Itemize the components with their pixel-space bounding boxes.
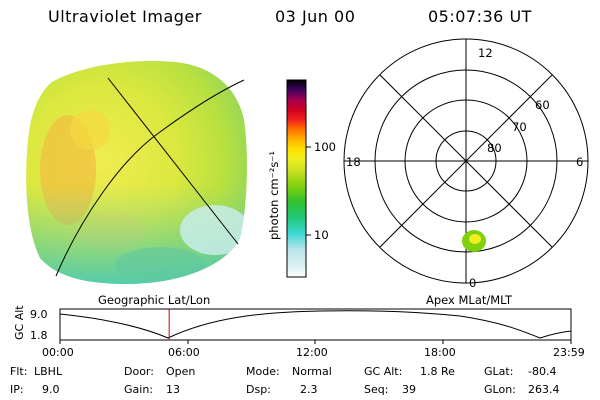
seq-value: 39 xyxy=(402,383,416,396)
timeline-x-tick-label: 12:00 xyxy=(296,346,328,359)
dsp-value: 2.3 xyxy=(300,383,318,396)
mode-label: Mode: xyxy=(246,365,280,378)
timeline-y-axis-label: GC Alt xyxy=(13,305,26,340)
glon-value: 263.4 xyxy=(528,383,560,396)
timeline-frame xyxy=(59,308,572,341)
auroral-image xyxy=(26,60,247,285)
mlt-label-6: 6 xyxy=(576,155,584,169)
gain-value: 13 xyxy=(166,383,180,396)
apex-panel-label: Apex MLat/MLT xyxy=(426,293,513,307)
geographic-panel-label: Geographic Lat/Lon xyxy=(98,293,211,307)
observation-date: 03 Jun 00 xyxy=(275,7,356,26)
altitude-curve xyxy=(59,310,572,339)
mode-value: Normal xyxy=(292,365,332,378)
mlat-label-60: 60 xyxy=(535,98,550,112)
timeline-x-tick-label: 00:00 xyxy=(42,346,74,359)
mlat-label-80: 80 xyxy=(487,141,502,155)
instrument-title: Ultraviolet Imager xyxy=(48,7,202,26)
ip-value: 9.0 xyxy=(42,383,60,396)
mlat-label-70: 70 xyxy=(512,120,527,134)
filter-label: Flt: xyxy=(10,365,28,378)
glat-label: GLat: xyxy=(484,365,514,378)
filter-value: LBHL xyxy=(34,365,63,378)
timeline-x-tick-label: 06:00 xyxy=(168,346,200,359)
glat-value: -80.4 xyxy=(528,365,557,378)
mlt-label-18: 18 xyxy=(346,155,361,169)
dsp-label: Dsp: xyxy=(246,383,271,396)
timeline-x-tick-label: 23:59 xyxy=(553,346,585,359)
gc-alt-label: GC Alt: xyxy=(364,365,403,378)
seq-label: Seq: xyxy=(364,383,389,396)
gc-alt-value: 1.8 Re xyxy=(420,365,455,378)
meridian-line xyxy=(107,77,239,245)
timeline-y-tick-bottom: 1.8 xyxy=(30,329,48,342)
latitude-line xyxy=(55,79,245,277)
door-value: Open xyxy=(166,365,196,378)
ip-label: IP: xyxy=(10,383,24,396)
colorbar-tick-label-10: 10 xyxy=(314,228,329,242)
door-label: Door: xyxy=(124,365,154,378)
colorbar-tick-label-100: 100 xyxy=(314,140,336,154)
glon-label: GLon: xyxy=(484,383,516,396)
mlt-label-12: 12 xyxy=(478,46,493,60)
gain-label: Gain: xyxy=(124,383,153,396)
mlt-label-0: 0 xyxy=(469,276,477,290)
observation-time: 05:07:36 UT xyxy=(428,7,532,26)
timeline-y-tick-top: 9.0 xyxy=(30,308,48,321)
polar-aurora-core xyxy=(469,234,481,244)
timeline-x-tick-label: 18:00 xyxy=(424,346,456,359)
colorbar-scale xyxy=(286,79,307,278)
polar-diagonal-line xyxy=(379,74,553,248)
